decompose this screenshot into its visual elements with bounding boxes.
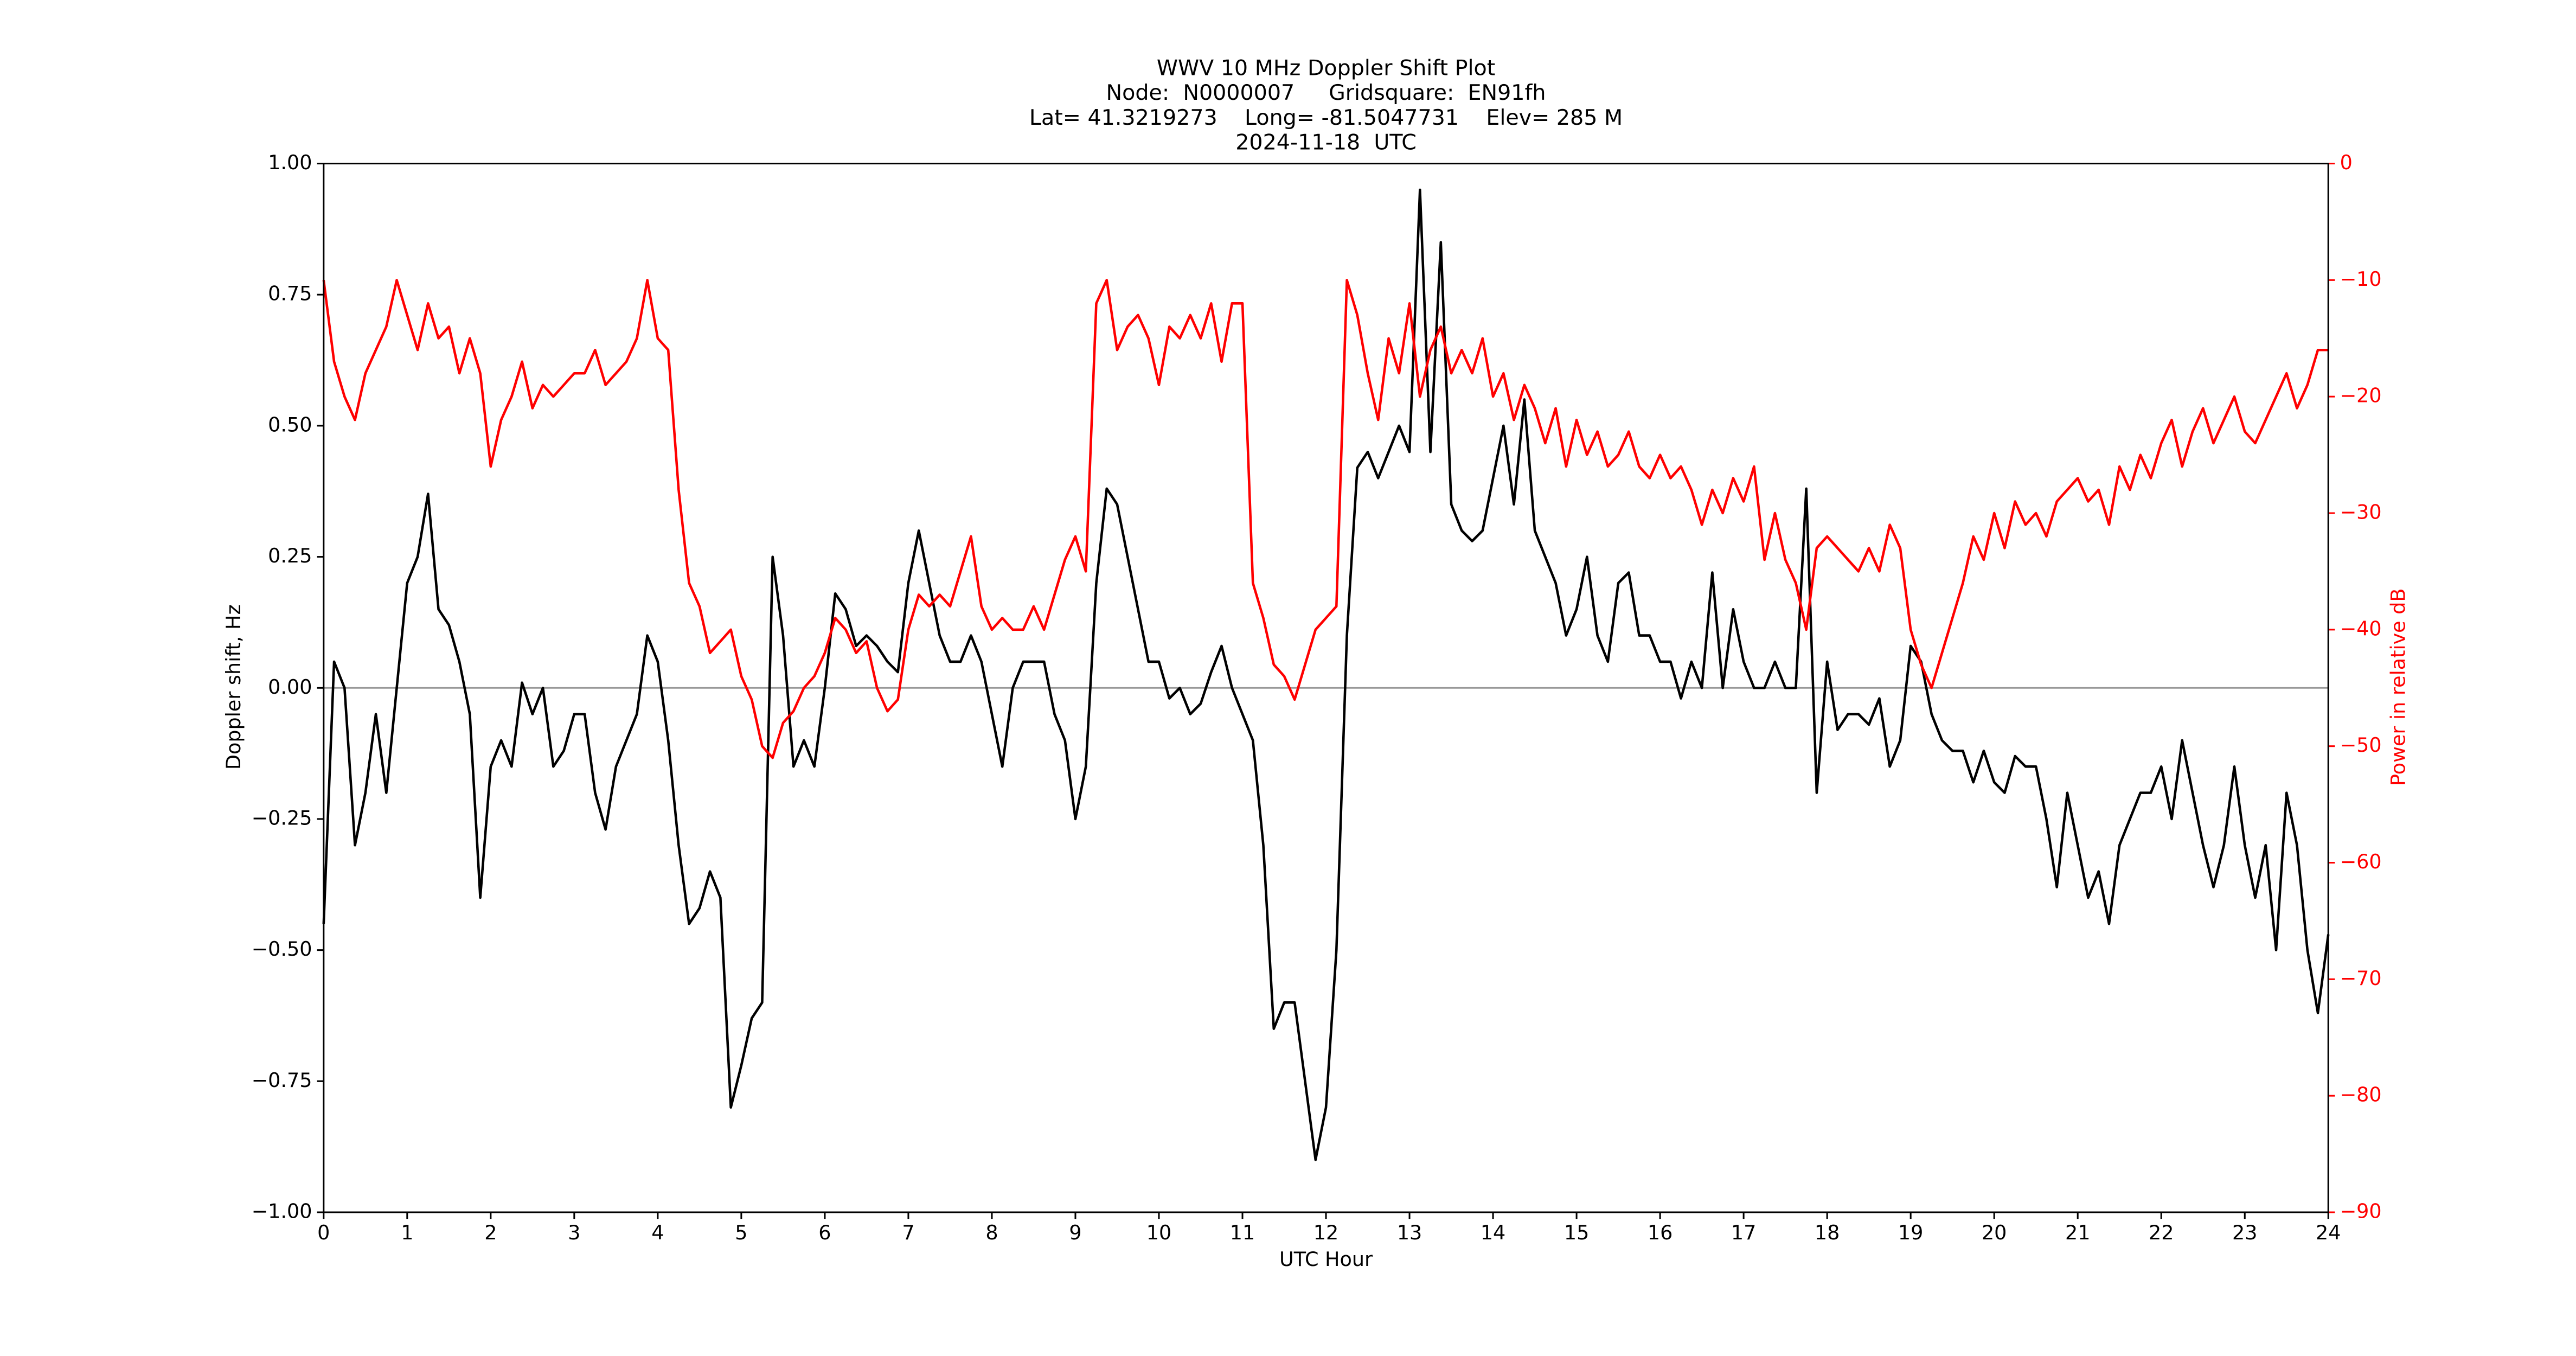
x-tick-label: 9 (1069, 1221, 1081, 1244)
y2-tick-label: −30 (2340, 501, 2382, 524)
data-line (322, 279, 2329, 759)
y2-tick-label: −50 (2340, 733, 2382, 757)
x-tick-label: 19 (1898, 1221, 1923, 1244)
y-tick-label: 0.50 (268, 413, 312, 436)
y2-axis-label: Power in relative dB (2387, 589, 2410, 786)
chart-subtitle: Node: N0000007 Gridsquare: EN91fh (1106, 80, 1546, 105)
x-tick-label: 0 (317, 1221, 330, 1244)
y-tick-label: 0.25 (268, 544, 312, 567)
x-tick-label: 13 (1397, 1221, 1422, 1244)
data-line (322, 188, 2330, 1161)
x-tick-label: 11 (1230, 1221, 1255, 1244)
y-tick-label: −0.50 (252, 937, 312, 961)
y-tick-label: 1.00 (268, 151, 312, 174)
y-tick-label: 0.75 (268, 282, 312, 305)
y2-tick-label: −90 (2340, 1200, 2382, 1223)
x-tick-label: 7 (902, 1221, 914, 1244)
x-tick-label: 14 (1481, 1221, 1505, 1244)
y-tick-label: −1.00 (252, 1200, 312, 1223)
x-tick-label: 8 (985, 1221, 998, 1244)
x-tick-label: 24 (2316, 1221, 2341, 1244)
x-tick-label: 16 (1648, 1221, 1673, 1244)
x-axis-label: UTC Hour (1279, 1248, 1373, 1271)
x-tick-label: 23 (2232, 1221, 2257, 1244)
y2-tick-label: 0 (2340, 151, 2353, 174)
x-tick-label: 18 (1815, 1221, 1840, 1244)
x-tick-label: 1 (401, 1221, 413, 1244)
y2-tick-label: −10 (2340, 267, 2382, 291)
plot-frame (323, 163, 2329, 1213)
x-tick-label: 2 (484, 1221, 497, 1244)
y-tick-label: 0.00 (268, 675, 312, 699)
x-tick-label: 22 (2149, 1221, 2174, 1244)
chart-subtitle: Lat= 41.3219273 Long= -81.5047731 Elev= … (1029, 105, 1623, 130)
y2-tick-label: −80 (2340, 1083, 2382, 1106)
x-tick-label: 17 (1731, 1221, 1756, 1244)
x-tick-label: 3 (568, 1221, 580, 1244)
y2-tick-label: −40 (2340, 617, 2382, 640)
x-tick-label: 5 (735, 1221, 747, 1244)
x-tick-label: 12 (1313, 1221, 1338, 1244)
y2-tick-label: −20 (2340, 384, 2382, 407)
x-tick-label: 21 (2065, 1221, 2090, 1244)
x-tick-label: 15 (1564, 1221, 1589, 1244)
y2-tick-label: −60 (2340, 850, 2382, 873)
y-axis-label: Doppler shift, Hz (222, 604, 245, 770)
y-tick-label: −0.25 (252, 806, 312, 829)
chart-title: WWV 10 MHz Doppler Shift Plot (1157, 55, 1495, 80)
x-tick-label: 6 (818, 1221, 831, 1244)
x-tick-label: 10 (1146, 1221, 1171, 1244)
y2-tick-label: −70 (2340, 967, 2382, 990)
chart-subtitle: 2024-11-18 UTC (1235, 130, 1417, 155)
y-tick-label: −0.75 (252, 1069, 312, 1092)
x-tick-label: 4 (651, 1221, 664, 1244)
x-tick-label: 20 (1982, 1221, 2007, 1244)
